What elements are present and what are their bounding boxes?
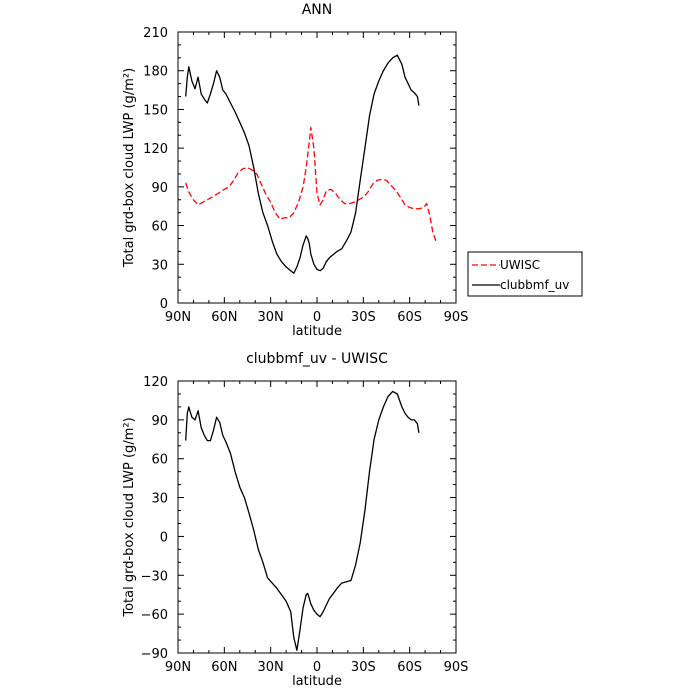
- y-axis-label: Total grd-box cloud LWP (g/m²): [122, 68, 137, 268]
- y-tick-label: 60: [151, 453, 168, 468]
- x-tick-label: 0: [313, 660, 321, 675]
- y-axis-label: Total grd-box cloud LWP (g/m²): [122, 417, 137, 617]
- y-tick-label: 0: [160, 530, 168, 545]
- y-tick-label: 120: [143, 375, 168, 390]
- x-tick-label: 90N: [165, 660, 191, 675]
- chart-title: clubbmf_uv - UWISC: [246, 351, 388, 367]
- series-line-difference: [185, 390, 420, 652]
- x-tick-label: 60S: [397, 310, 422, 325]
- series-line-uwisc: [185, 126, 437, 242]
- x-tick-label: 30S: [351, 310, 376, 325]
- x-tick-label: 60N: [211, 310, 237, 325]
- x-axis-label: latitude: [292, 324, 342, 339]
- y-tick-label: 150: [143, 103, 168, 118]
- series-line-clubbmf-uv: [185, 54, 420, 274]
- y-tick-label: −30: [141, 569, 168, 584]
- x-tick-label: 0: [313, 310, 321, 325]
- x-tick-label: 30N: [258, 660, 284, 675]
- y-tick-label: 210: [143, 26, 168, 41]
- legend-box: [467, 251, 583, 297]
- y-tick-label: −90: [141, 647, 168, 662]
- x-tick-label: 60N: [211, 660, 237, 675]
- plot-frame: [177, 31, 457, 304]
- y-tick-label: −60: [141, 608, 168, 623]
- y-tick-label: 120: [143, 142, 168, 157]
- legend-label: UWISC: [500, 258, 540, 272]
- x-tick-label: 60S: [397, 660, 422, 675]
- x-axis-label: latitude: [292, 674, 342, 689]
- x-tick-label: 90S: [444, 310, 469, 325]
- x-tick-label: 30N: [258, 310, 284, 325]
- y-tick-label: 90: [151, 181, 168, 196]
- legend-label: clubbmf_uv: [500, 278, 569, 292]
- chart-title: ANN: [302, 2, 333, 18]
- bottom-panel-lwp-difference: 90N 60N 30N 0 30S 60S 90S −90 −60 −30 0 30 60 90 120 cl…: [122, 351, 468, 689]
- top-panel-zonal-lwp: 90N 60N 30N 0 30S 60S 90S 0 30 60 90 120 150 180 210 AN…: [122, 2, 583, 339]
- x-tick-label: 90N: [165, 310, 191, 325]
- x-tick-label: 90S: [444, 660, 469, 675]
- y-tick-label: 30: [151, 492, 168, 507]
- y-tick-label: 90: [151, 414, 168, 429]
- y-tick-label: 0: [160, 297, 168, 312]
- y-tick-label: 30: [151, 258, 168, 273]
- x-tick-label: 30S: [351, 660, 376, 675]
- y-tick-label: 60: [151, 220, 168, 235]
- y-tick-label: 180: [143, 65, 168, 80]
- legend: UWISC clubbmf_uv: [467, 251, 583, 297]
